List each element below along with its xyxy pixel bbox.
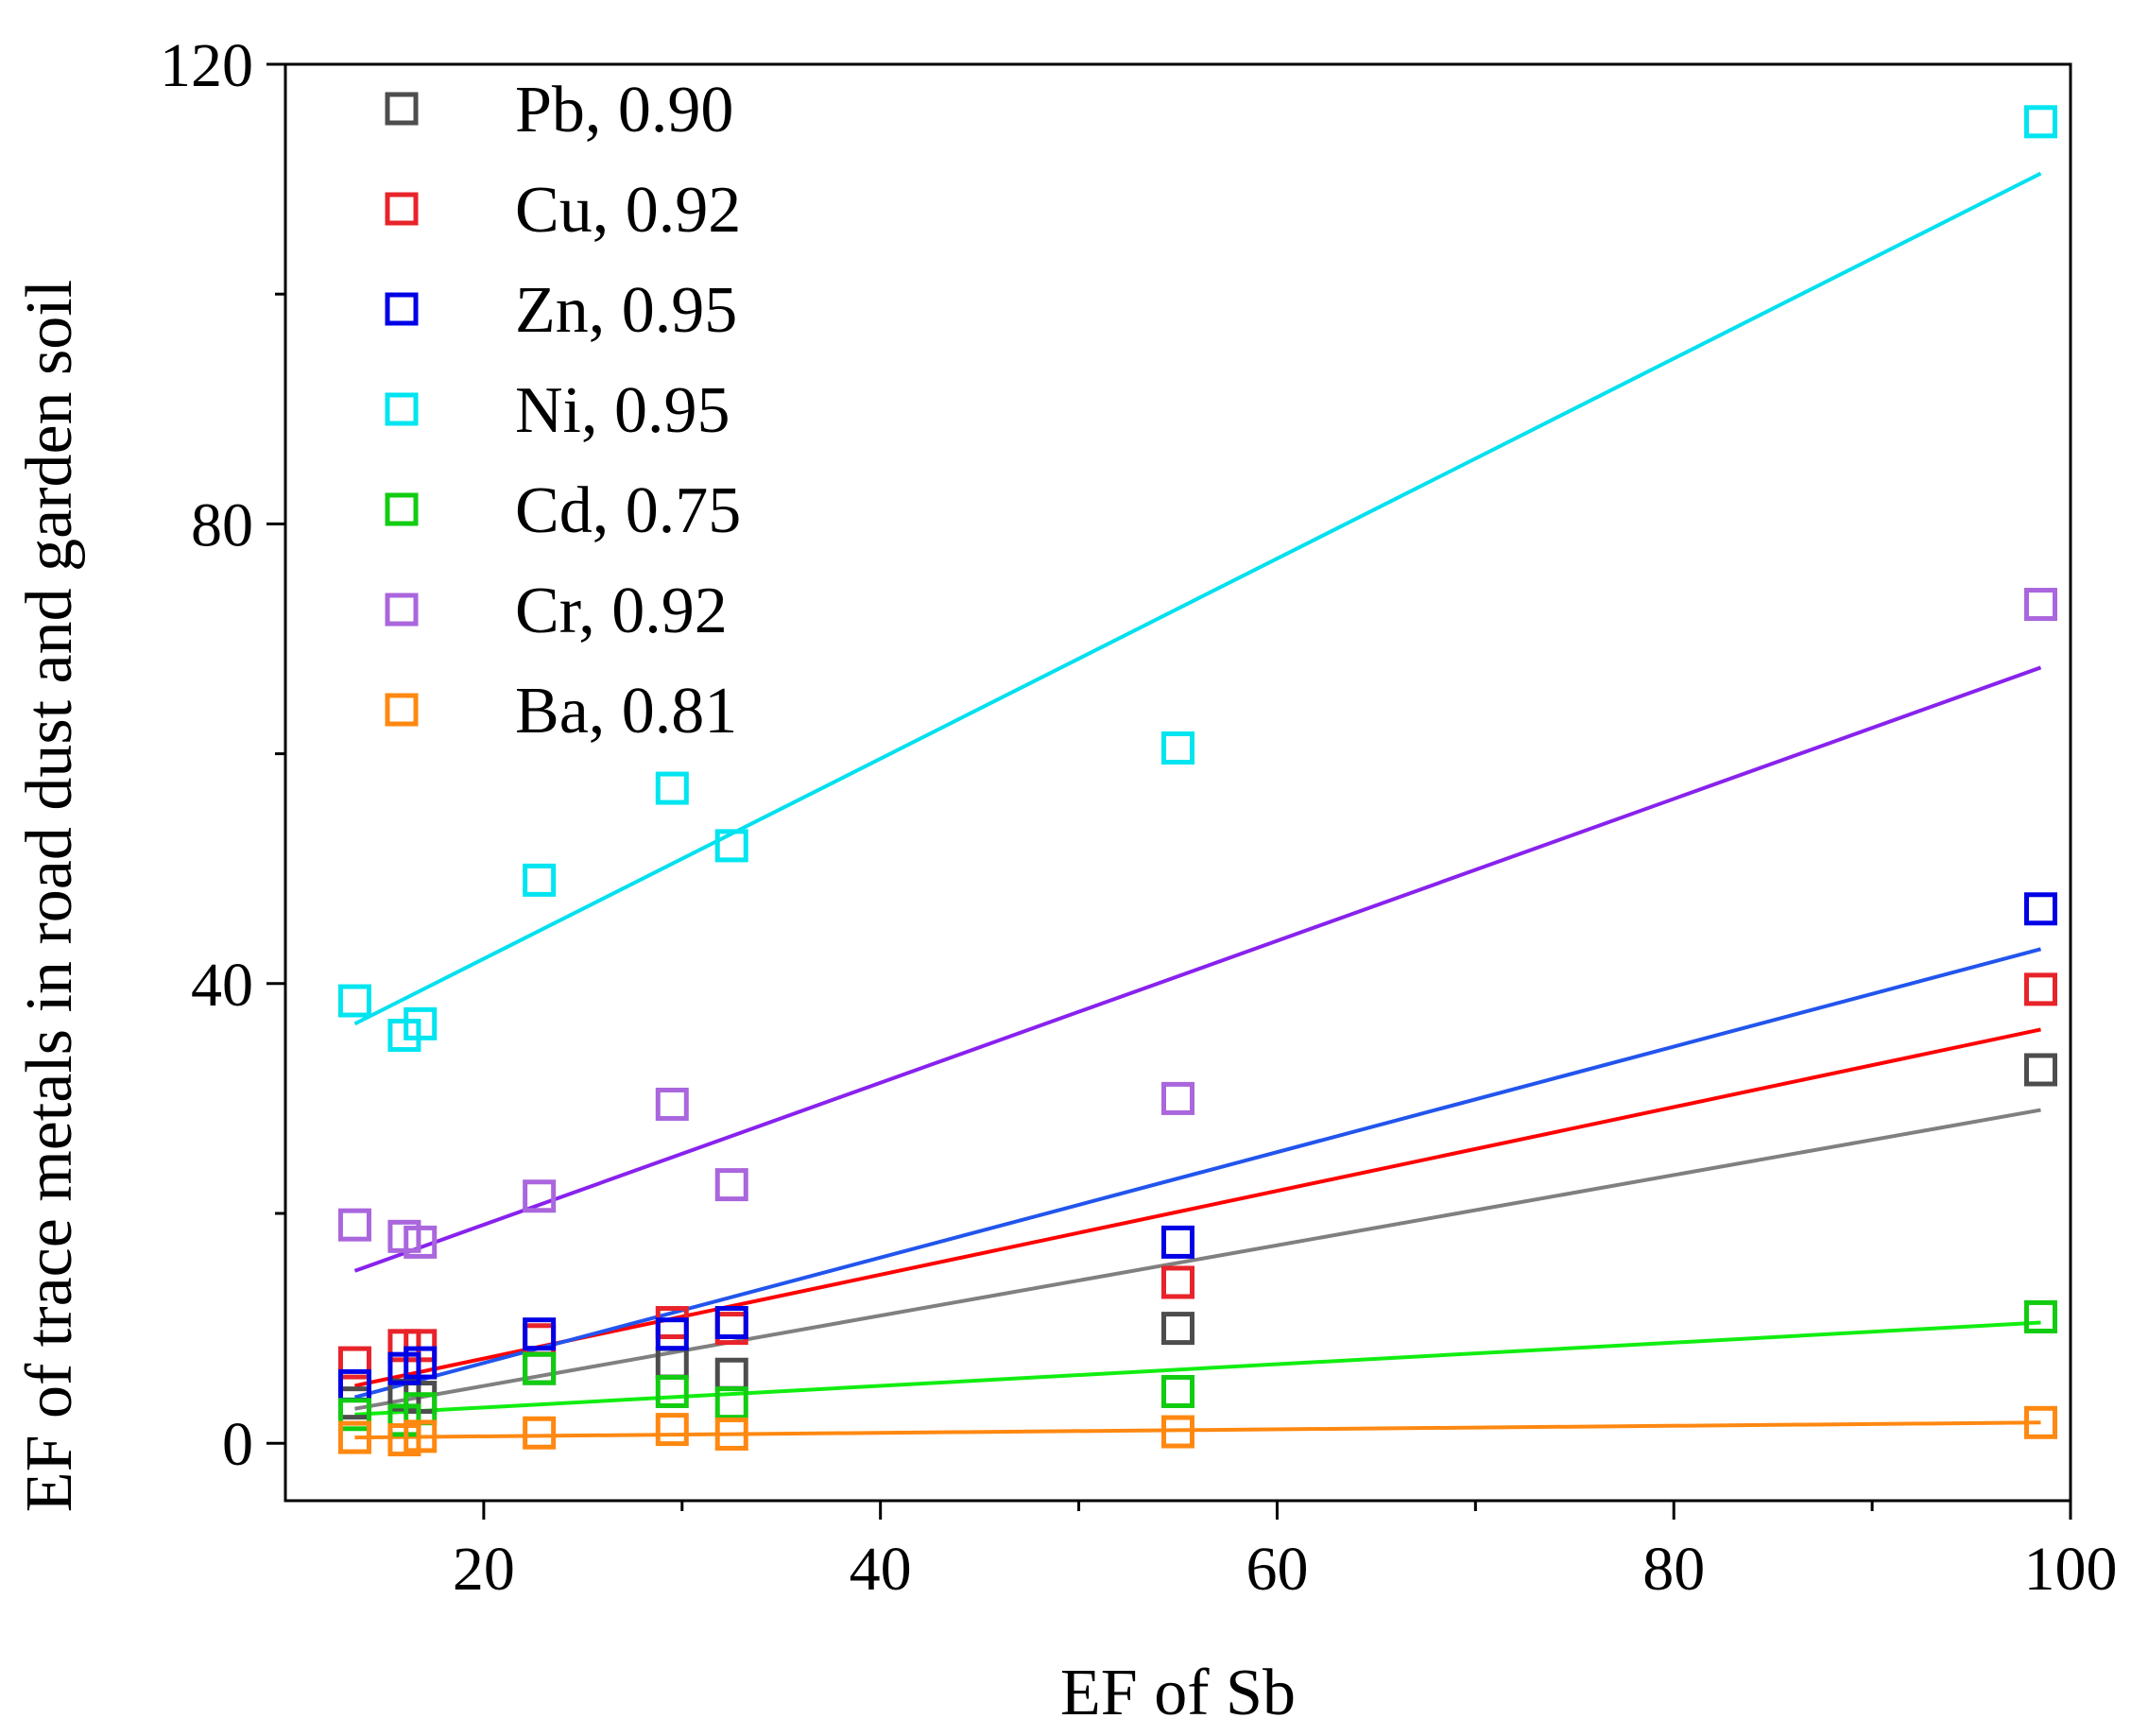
legend-marker [385,492,419,526]
data-point [1161,1225,1194,1259]
data-point [404,1346,438,1380]
data-point [1161,1374,1194,1408]
data-point [2024,588,2058,622]
fit-lines [353,171,2042,1440]
data-point [337,1398,371,1432]
data-point [2024,892,2058,926]
x-tick-label: 20 [453,1535,515,1604]
data-point [714,1386,748,1420]
data-point [2024,1299,2058,1333]
plot-frame [284,62,2072,1503]
data-point [523,1416,557,1450]
legend-marker [385,392,419,426]
data-point [337,1208,371,1242]
fit-line [353,665,2042,1273]
legend: Pb, 0.90 Cu, 0.92 Zn, 0.95 Ni, 0.95 Cd, 0.75… [385,74,741,748]
data-point [1161,1415,1194,1449]
data-point [337,1346,371,1380]
data-point [523,1179,557,1213]
legend-label: Cr, 0.92 [515,575,728,647]
legend-marker [385,292,419,326]
x-tick-label: 60 [1246,1535,1308,1604]
data-point [1161,731,1194,765]
x-tick-label: 80 [1642,1535,1705,1604]
legend-label: Cu, 0.92 [515,174,741,247]
data-point [655,1317,689,1351]
data-point [1161,1081,1194,1115]
data-point [404,1006,438,1040]
data-points [337,105,2058,1457]
data-point [404,1225,438,1259]
legend-label: Cd, 0.75 [515,474,741,547]
legend-label: Ni, 0.95 [515,374,730,447]
data-point [714,1417,748,1451]
data-point [1161,1265,1194,1299]
fit-line [354,1420,2041,1440]
y-tick-label: 0 [222,1410,253,1479]
legend-label: Ba, 0.81 [515,675,737,748]
data-point [714,829,748,863]
legend-label: Pb, 0.90 [515,74,733,146]
data-point [523,863,557,897]
data-point [714,1357,748,1391]
data-point [714,1306,748,1340]
fit-line [353,947,2042,1400]
x-tick-label: 100 [2024,1535,2118,1604]
y-tick-label: 40 [191,951,253,1020]
data-point [2024,972,2058,1006]
fit-line [354,1027,2041,1388]
data-point [714,1168,748,1202]
x-tick-label: 40 [850,1535,912,1604]
data-point [2024,105,2058,139]
y-tick-label: 80 [191,490,253,559]
data-point [655,1087,689,1121]
data-point [404,1419,438,1453]
data-point [655,771,689,805]
data-point [655,1413,689,1447]
data-point [337,984,371,1018]
data-point [1161,1312,1194,1346]
data-point [2024,1405,2058,1439]
fit-line [354,1320,2041,1417]
y-tick-label: 120 [160,31,253,100]
legend-marker [385,192,419,226]
x-axis-title: EF of Sb [1060,1657,1296,1729]
data-point [523,1351,557,1385]
legend-marker [385,92,419,126]
fit-line [353,171,2042,1026]
data-point [655,1374,689,1408]
data-point [523,1317,557,1351]
data-point [337,1420,371,1454]
legend-marker [385,593,419,627]
legend-label: Zn, 0.95 [515,274,737,347]
data-point [2024,1053,2058,1087]
y-axis-title: EF of trace metals in road dust and gard… [13,280,86,1512]
legend-marker [385,693,419,727]
axes: 20 40 60 80 100 0 40 80 120 [160,31,2118,1604]
fit-line [354,1108,2041,1411]
